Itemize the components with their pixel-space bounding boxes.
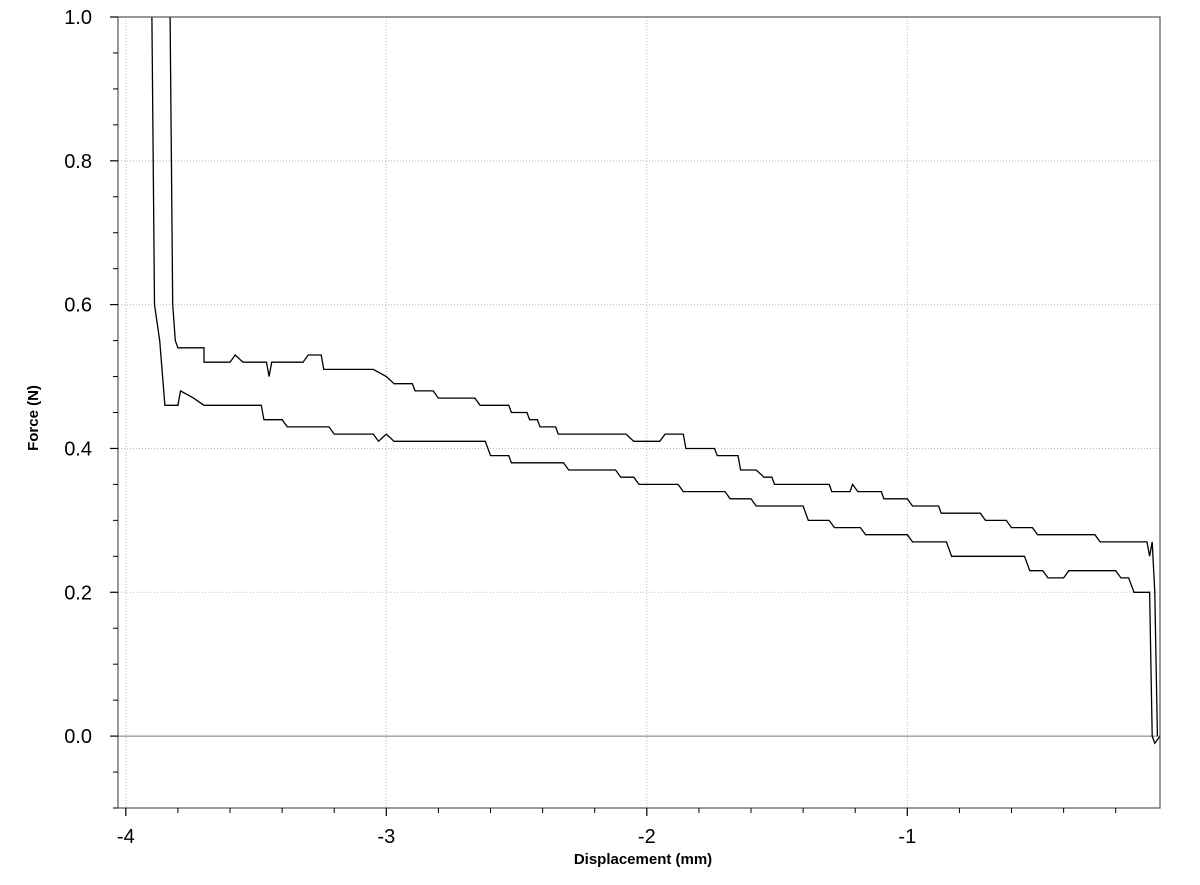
series-line-1 <box>169 16 1159 737</box>
y-axis-title: Force (N) <box>25 385 42 451</box>
y-tick-label: 0.0 <box>64 726 92 748</box>
plot-frame <box>117 16 1161 809</box>
x-tick-label: -1 <box>898 826 916 848</box>
tick-labels: -4 -3 -2 -1 0.0 0.2 0.4 0.6 0.8 1.0 <box>64 7 916 848</box>
x-tick-label: -3 <box>377 826 395 848</box>
x-tick-label: -4 <box>117 826 135 848</box>
x-axis-title: Displacement (mm) <box>574 851 712 868</box>
y-tick-label: 0.4 <box>64 438 92 460</box>
series-layer <box>151 16 1161 745</box>
y-tick-label: 1.0 <box>64 7 92 29</box>
tick-marks <box>110 16 1117 816</box>
series-line-2 <box>151 16 1161 745</box>
y-tick-label: 0.2 <box>64 582 92 604</box>
x-tick-label: -2 <box>638 826 656 848</box>
y-tick-label: 0.6 <box>64 295 92 317</box>
y-tick-label: 0.8 <box>64 151 92 173</box>
grid-lines <box>118 16 1160 808</box>
